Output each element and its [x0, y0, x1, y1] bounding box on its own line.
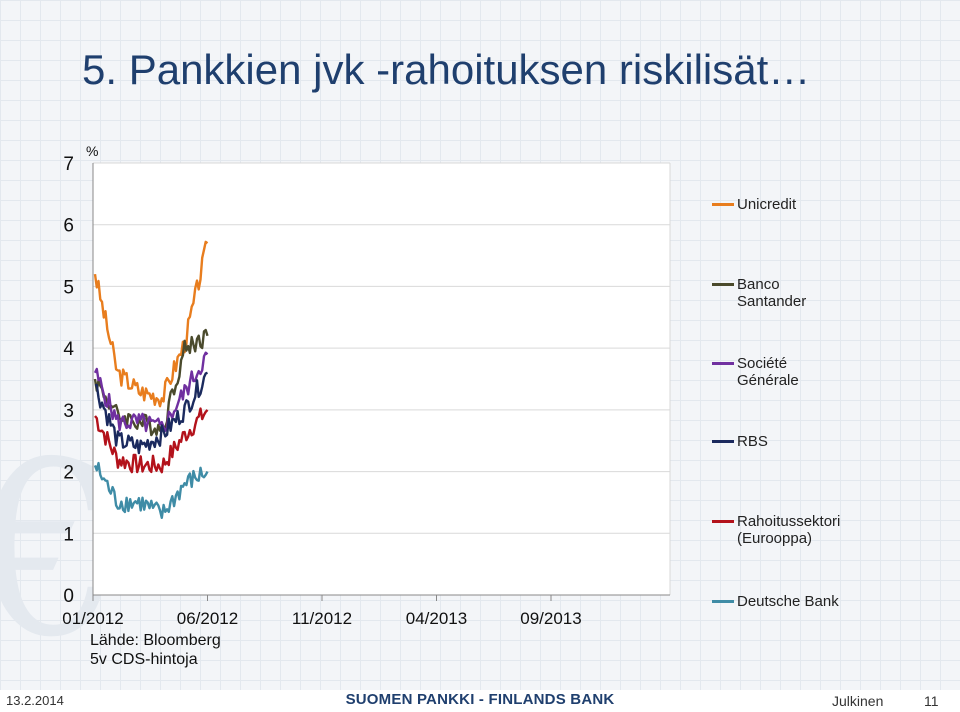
x-tick-label-3: 04/2013: [406, 609, 467, 628]
chart: 0 1 2 3 4 5 6 7% 01/2012 06/2012 11/2012 04/2013 09/…: [62, 143, 671, 628]
legend-label-deutsche-bank: Deutsche Bank: [737, 593, 839, 610]
y-tick-label-6: 6: [63, 216, 74, 237]
legend-swatch-unicredit: [712, 203, 734, 206]
legend-label-rahoitussektori: Rahoitussektori (Eurooppa): [737, 513, 841, 547]
footer-date: 13.2.2014: [6, 693, 64, 708]
y-tick-label-2: 2: [63, 463, 74, 484]
legend: Unicredit Banco Santander Société Généra…: [712, 0, 952, 640]
x-tick-label-0: 01/2012: [62, 609, 123, 628]
y-tick-label-0: 0: [63, 586, 74, 607]
legend-label-unicredit: Unicredit: [737, 196, 797, 213]
legend-item-unicredit: Unicredit: [712, 196, 847, 213]
slide-title: 5. Pankkien jvk -rahoituksen riskilisät…: [82, 46, 811, 93]
y-tick-label-4: 4: [63, 339, 74, 360]
y-tick-label-7: 7: [63, 154, 74, 175]
y-tick-label-5: 5: [63, 277, 74, 298]
x-tick-label-1: 06/2012: [177, 609, 238, 628]
legend-swatch-rahoitussektori: [712, 520, 734, 523]
legend-swatch-rbs: [712, 440, 734, 443]
footer-page-number: 11: [924, 693, 939, 709]
source-note: Lähde: Bloomberg 5v CDS-hintoja: [90, 632, 221, 668]
legend-swatch-deutsche-bank: [712, 600, 734, 603]
legend-label-rbs: RBS: [737, 433, 768, 450]
axes: 0 1 2 3 4 5 6 7% 01/2012 06/2012 11/2012 04/2013 09/…: [62, 143, 670, 628]
legend-item-banco-santander: Banco Santander: [712, 276, 807, 310]
legend-item-societe-generale: Société Générale: [712, 355, 807, 389]
y-tick-label-1: 1: [63, 524, 74, 545]
legend-swatch-societe-generale: [712, 362, 734, 365]
legend-label-banco-santander: Banco Santander: [737, 276, 807, 310]
series-lines: [93, 240, 209, 519]
legend-item-deutsche-bank: Deutsche Bank: [712, 593, 867, 610]
legend-swatch-banco-santander: [712, 283, 734, 286]
legend-item-rahoitussektori: Rahoitussektori (Eurooppa): [712, 513, 841, 547]
series-line-soci-t-g-n-rale: [93, 351, 209, 433]
series-line-rbs: [94, 371, 208, 455]
legend-label-societe-generale: Société Générale: [737, 355, 799, 389]
footer-classification: Julkinen: [832, 693, 884, 709]
series-line-rahoitussektori-eurooppa: [94, 407, 209, 474]
y-tick-label-3: 3: [63, 401, 74, 422]
footer: 13.2.2014 SUOMEN PANKKI - FINLANDS BANK …: [0, 690, 960, 712]
series-line-unicredit: [93, 240, 209, 408]
x-tick-label-4: 09/2013: [520, 609, 581, 628]
y-axis-unit-label: %: [86, 143, 98, 159]
plot-area: [93, 163, 670, 595]
x-tick-label-2: 11/2012: [292, 609, 352, 628]
series-line-banco-santander: [93, 328, 209, 437]
legend-item-rbs: RBS: [712, 433, 847, 450]
series-line-deutsche-bank: [93, 461, 209, 519]
footer-organization: SUOMEN PANKKI - FINLANDS BANK: [345, 691, 615, 708]
